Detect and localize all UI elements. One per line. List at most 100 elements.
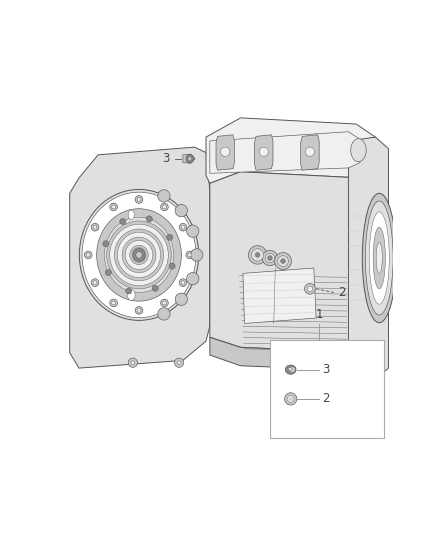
Circle shape bbox=[105, 270, 111, 276]
Circle shape bbox=[305, 147, 314, 156]
Circle shape bbox=[158, 308, 170, 320]
Circle shape bbox=[287, 395, 294, 402]
Ellipse shape bbox=[365, 201, 393, 315]
Circle shape bbox=[120, 219, 126, 224]
Circle shape bbox=[259, 147, 268, 156]
Ellipse shape bbox=[107, 221, 171, 289]
Ellipse shape bbox=[125, 240, 153, 270]
Circle shape bbox=[251, 249, 264, 261]
Circle shape bbox=[135, 306, 143, 314]
Circle shape bbox=[181, 281, 185, 285]
Ellipse shape bbox=[130, 245, 148, 264]
Ellipse shape bbox=[186, 155, 194, 163]
Ellipse shape bbox=[285, 365, 296, 374]
Circle shape bbox=[265, 253, 275, 263]
Text: 2: 2 bbox=[339, 286, 346, 299]
Circle shape bbox=[282, 358, 291, 367]
Circle shape bbox=[181, 225, 185, 229]
Circle shape bbox=[91, 223, 99, 231]
Circle shape bbox=[169, 263, 175, 269]
Ellipse shape bbox=[376, 243, 382, 273]
Circle shape bbox=[110, 299, 117, 307]
Polygon shape bbox=[70, 147, 210, 368]
Circle shape bbox=[112, 301, 116, 305]
Circle shape bbox=[174, 358, 184, 367]
Polygon shape bbox=[210, 132, 360, 173]
Circle shape bbox=[93, 281, 97, 285]
Circle shape bbox=[110, 203, 117, 211]
Circle shape bbox=[86, 253, 90, 257]
Polygon shape bbox=[301, 135, 319, 170]
Circle shape bbox=[177, 361, 181, 365]
Ellipse shape bbox=[127, 289, 135, 301]
Polygon shape bbox=[210, 172, 375, 353]
Ellipse shape bbox=[373, 227, 385, 289]
Ellipse shape bbox=[79, 189, 199, 320]
Circle shape bbox=[152, 285, 158, 292]
Circle shape bbox=[158, 190, 170, 202]
Circle shape bbox=[191, 249, 203, 261]
Text: 3: 3 bbox=[162, 152, 170, 165]
Circle shape bbox=[331, 361, 335, 365]
Ellipse shape bbox=[351, 139, 366, 161]
Ellipse shape bbox=[369, 212, 389, 304]
Circle shape bbox=[262, 251, 278, 265]
Ellipse shape bbox=[133, 248, 145, 262]
Circle shape bbox=[285, 393, 297, 405]
Circle shape bbox=[137, 198, 141, 201]
Polygon shape bbox=[210, 337, 375, 370]
Circle shape bbox=[307, 286, 313, 292]
Bar bbox=[270, 340, 384, 438]
Ellipse shape bbox=[132, 248, 146, 262]
Polygon shape bbox=[254, 135, 273, 170]
Circle shape bbox=[162, 301, 166, 305]
Circle shape bbox=[187, 272, 199, 285]
Ellipse shape bbox=[97, 209, 181, 301]
Circle shape bbox=[161, 203, 168, 211]
Circle shape bbox=[186, 251, 194, 259]
Circle shape bbox=[175, 205, 187, 217]
Text: 2: 2 bbox=[322, 392, 330, 406]
Text: 3: 3 bbox=[322, 363, 330, 376]
Circle shape bbox=[248, 246, 267, 264]
Circle shape bbox=[285, 361, 289, 365]
Ellipse shape bbox=[362, 193, 396, 322]
Circle shape bbox=[91, 279, 99, 287]
Circle shape bbox=[166, 234, 173, 240]
Ellipse shape bbox=[122, 237, 156, 273]
Circle shape bbox=[304, 284, 315, 294]
Circle shape bbox=[131, 361, 135, 365]
Circle shape bbox=[179, 223, 187, 231]
Circle shape bbox=[328, 358, 338, 367]
Polygon shape bbox=[349, 137, 389, 379]
Circle shape bbox=[161, 299, 168, 307]
Ellipse shape bbox=[128, 210, 134, 220]
Ellipse shape bbox=[188, 157, 192, 161]
Ellipse shape bbox=[104, 217, 173, 293]
Circle shape bbox=[112, 205, 116, 209]
Circle shape bbox=[128, 358, 138, 367]
Circle shape bbox=[137, 309, 141, 312]
Circle shape bbox=[85, 251, 92, 259]
Polygon shape bbox=[216, 135, 234, 170]
Polygon shape bbox=[243, 268, 316, 324]
Circle shape bbox=[93, 225, 97, 229]
Ellipse shape bbox=[288, 367, 291, 370]
Text: 1: 1 bbox=[315, 308, 323, 321]
Ellipse shape bbox=[117, 232, 161, 278]
Circle shape bbox=[126, 288, 132, 294]
Circle shape bbox=[188, 253, 192, 257]
Circle shape bbox=[268, 256, 272, 260]
Circle shape bbox=[162, 205, 166, 209]
Circle shape bbox=[103, 241, 109, 247]
Ellipse shape bbox=[114, 229, 164, 281]
Circle shape bbox=[179, 279, 187, 287]
Circle shape bbox=[187, 225, 199, 237]
Ellipse shape bbox=[136, 252, 142, 258]
Circle shape bbox=[175, 293, 187, 305]
Circle shape bbox=[135, 196, 143, 203]
Polygon shape bbox=[206, 118, 375, 183]
Circle shape bbox=[281, 259, 285, 263]
Circle shape bbox=[278, 256, 288, 266]
Circle shape bbox=[146, 216, 152, 222]
